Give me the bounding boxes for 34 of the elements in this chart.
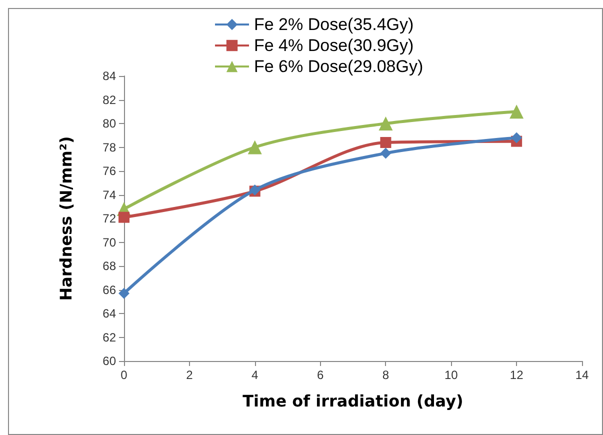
x-tick-label: 0 <box>120 368 128 382</box>
point <box>511 132 522 144</box>
y-tick-label: 74 <box>102 188 116 202</box>
legend-label: Fe 2% Dose(35.4Gy) <box>254 15 414 34</box>
y-tick-label: 68 <box>102 259 116 273</box>
x-tick-label: 8 <box>382 368 390 382</box>
y-tick-label: 66 <box>102 282 116 297</box>
y-axis-title: Hardness (N/mm²) <box>56 136 76 301</box>
y-tick-label: 64 <box>102 306 116 320</box>
y-tick-label: 60 <box>102 354 116 368</box>
legend-label: Fe 4% Dose(30.9Gy) <box>254 36 414 55</box>
x-tick-label: 2 <box>186 368 194 382</box>
x-tick-label: 10 <box>444 368 458 382</box>
x-tick-label: 14 <box>575 368 589 382</box>
point <box>118 212 130 223</box>
y-tick-label: 78 <box>102 140 116 154</box>
y-tick-label: 80 <box>102 116 116 130</box>
y-tick-label: 76 <box>102 164 116 178</box>
y-tick-label: 72 <box>102 212 116 226</box>
point <box>510 104 524 119</box>
x-axis-title: Time of irradiation (day) <box>242 392 464 410</box>
y-tick-label: 82 <box>102 92 116 107</box>
point <box>248 140 262 154</box>
y-tick-label: 62 <box>102 330 116 344</box>
x-tick-label: 6 <box>316 368 324 382</box>
y-tick-label: 70 <box>102 235 116 250</box>
y-tick-label: 84 <box>102 69 116 83</box>
x-tick-label: 12 <box>510 368 524 382</box>
point <box>378 116 393 130</box>
legend-label: Fe 6% Dose(29.08Gy) <box>254 57 424 76</box>
x-tick-label: 4 <box>252 368 259 382</box>
point <box>380 137 392 148</box>
point <box>380 148 392 159</box>
point <box>118 288 130 299</box>
